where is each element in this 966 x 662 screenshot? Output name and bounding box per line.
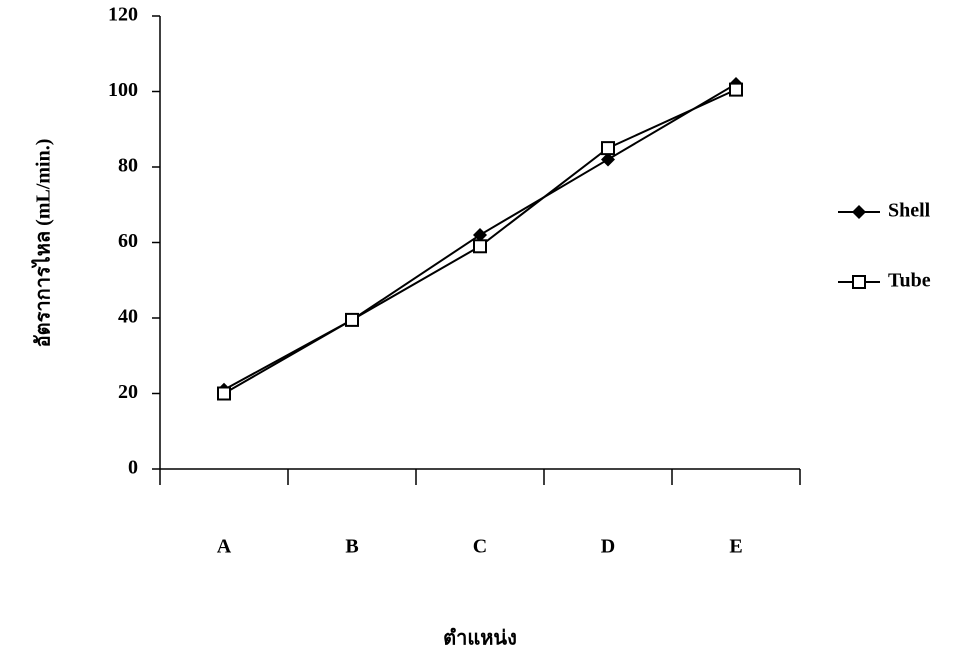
x-tick-label: D (601, 536, 615, 558)
y-tick-label: 120 (108, 4, 138, 26)
legend-label: Tube (888, 270, 931, 292)
chart: ตำแหน่ง อัตราการไหล (mL/min.) 0 20 40 60 80 1… (0, 0, 966, 662)
x-tick-label: B (345, 536, 358, 558)
y-tick-label: 60 (118, 230, 138, 252)
y-tick-label: 80 (118, 155, 138, 177)
point (730, 84, 742, 96)
point (602, 142, 614, 154)
y-tick-label: 20 (118, 381, 138, 403)
x-axis-label: ตำแหน่ง (443, 628, 517, 650)
y-axis-label: อัตราการไหล (mL/min.) (31, 139, 55, 348)
y-tick-label: 100 (108, 79, 138, 101)
point (218, 388, 230, 400)
legend-label: Shell (888, 200, 931, 222)
x-tick-label: A (217, 536, 232, 558)
x-tick-label: C (473, 536, 487, 558)
legend-marker (853, 276, 865, 288)
y-tick-label: 40 (118, 306, 138, 328)
point (346, 314, 358, 326)
legend-marker (852, 205, 866, 219)
page: {"chart_data": {"type": "line", "x_label… (0, 0, 966, 662)
point (474, 240, 486, 252)
y-tick-label: 0 (128, 457, 138, 479)
x-tick-label: E (729, 536, 742, 558)
